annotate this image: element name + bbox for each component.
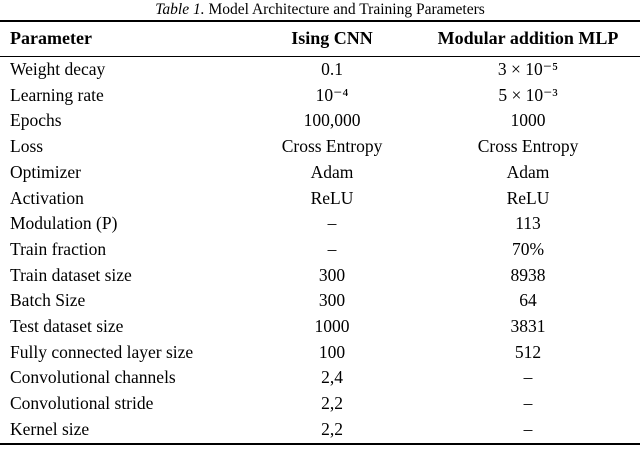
- cell-modular-mlp: 3831: [510, 316, 546, 337]
- table-row: Activation ReLU ReLU: [0, 186, 640, 212]
- table-row: Train fraction – 70%: [0, 237, 640, 263]
- table-row: Convolutional stride 2,2 –: [0, 391, 640, 417]
- table-row: Kernel size 2,2 –: [0, 417, 640, 444]
- cell-modular-mlp: 70%: [511, 238, 545, 259]
- cell-parameter: Convolutional stride: [10, 393, 154, 414]
- cell-ising-cnn: –: [327, 238, 337, 259]
- table-row: Test dataset size 1000 3831: [0, 314, 640, 340]
- cell-parameter: Batch Size: [10, 290, 86, 311]
- cell-modular-mlp: ReLU: [506, 187, 550, 208]
- cell-modular-mlp: 64: [519, 290, 537, 311]
- parameters-table: Parameter Ising CNN Modular addition MLP…: [0, 20, 640, 445]
- cell-ising-cnn: Cross Entropy: [281, 136, 383, 157]
- table-row: Epochs 100,000 1000: [0, 108, 640, 134]
- cell-parameter: Epochs: [10, 110, 62, 131]
- table-row: Fully connected layer size 100 512: [0, 340, 640, 366]
- cell-modular-mlp: 113: [515, 213, 541, 234]
- cell-modular-mlp: 8938: [510, 264, 546, 285]
- table-header: Parameter Ising CNN Modular addition MLP: [0, 21, 640, 57]
- cell-parameter: Test dataset size: [10, 316, 124, 337]
- table-row: Optimizer Adam Adam: [0, 160, 640, 186]
- cell-modular-mlp: 3 × 10⁻⁵: [497, 59, 559, 79]
- cell-modular-mlp: –: [523, 393, 533, 414]
- cell-ising-cnn: 1000: [314, 316, 350, 337]
- cell-ising-cnn: 10⁻⁴: [315, 84, 349, 105]
- table-body: Weight decay 0.1 3 × 10⁻⁵ Learning rate …: [0, 57, 640, 444]
- cell-parameter: Optimizer: [10, 161, 81, 182]
- cell-modular-mlp: 5 × 10⁻³: [498, 84, 558, 105]
- cell-ising-cnn: ReLU: [310, 187, 354, 208]
- cell-modular-mlp: –: [523, 367, 533, 388]
- cell-parameter: Modulation (P): [10, 213, 118, 234]
- cell-ising-cnn: 300: [318, 264, 346, 285]
- cell-ising-cnn: 0.1: [321, 59, 343, 79]
- table-row: Loss Cross Entropy Cross Entropy: [0, 134, 640, 160]
- column-header-ising-cnn: Ising CNN: [258, 21, 406, 57]
- column-header-modular-mlp: Modular addition MLP: [406, 21, 640, 57]
- cell-modular-mlp: –: [523, 418, 533, 439]
- cell-ising-cnn: 2,2: [321, 418, 343, 439]
- cell-parameter: Train fraction: [10, 238, 107, 259]
- cell-modular-mlp: 1000: [510, 110, 546, 131]
- cell-modular-mlp: Adam: [506, 161, 550, 182]
- table-row: Convolutional channels 2,4 –: [0, 365, 640, 391]
- table-row: Weight decay 0.1 3 × 10⁻⁵: [0, 57, 640, 83]
- cell-modular-mlp: 512: [514, 341, 542, 362]
- cell-ising-cnn: Adam: [310, 161, 354, 182]
- table-row: Train dataset size 300 8938: [0, 263, 640, 289]
- cell-parameter: Learning rate: [10, 84, 104, 105]
- table-caption: Table 1. Model Architecture and Training…: [0, 0, 640, 20]
- cell-ising-cnn: 2,4: [321, 367, 343, 388]
- table-header-row: Parameter Ising CNN Modular addition MLP: [0, 21, 640, 57]
- cell-parameter: Activation: [10, 187, 84, 208]
- cell-ising-cnn: 300: [318, 290, 346, 311]
- table-row: Learning rate 10⁻⁴ 5 × 10⁻³: [0, 83, 640, 109]
- cell-ising-cnn: 2,2: [321, 393, 343, 414]
- cell-modular-mlp: Cross Entropy: [477, 136, 579, 157]
- table-row: Modulation (P) – 113: [0, 211, 640, 237]
- column-header-parameter: Parameter: [0, 21, 258, 57]
- cell-parameter: Weight decay: [10, 59, 106, 79]
- cell-parameter: Kernel size: [10, 418, 90, 439]
- table-caption-label: Table 1.: [155, 1, 205, 18]
- cell-parameter: Loss: [10, 136, 44, 157]
- cell-parameter: Fully connected layer size: [10, 341, 194, 362]
- cell-parameter: Train dataset size: [10, 264, 132, 285]
- cell-ising-cnn: 100: [318, 341, 346, 362]
- cell-parameter: Convolutional channels: [10, 367, 176, 388]
- table-row: Batch Size 300 64: [0, 288, 640, 314]
- cell-ising-cnn: 100,000: [303, 110, 361, 131]
- table-caption-title: Model Architecture and Training Paramete…: [208, 1, 485, 18]
- cell-ising-cnn: –: [327, 213, 337, 234]
